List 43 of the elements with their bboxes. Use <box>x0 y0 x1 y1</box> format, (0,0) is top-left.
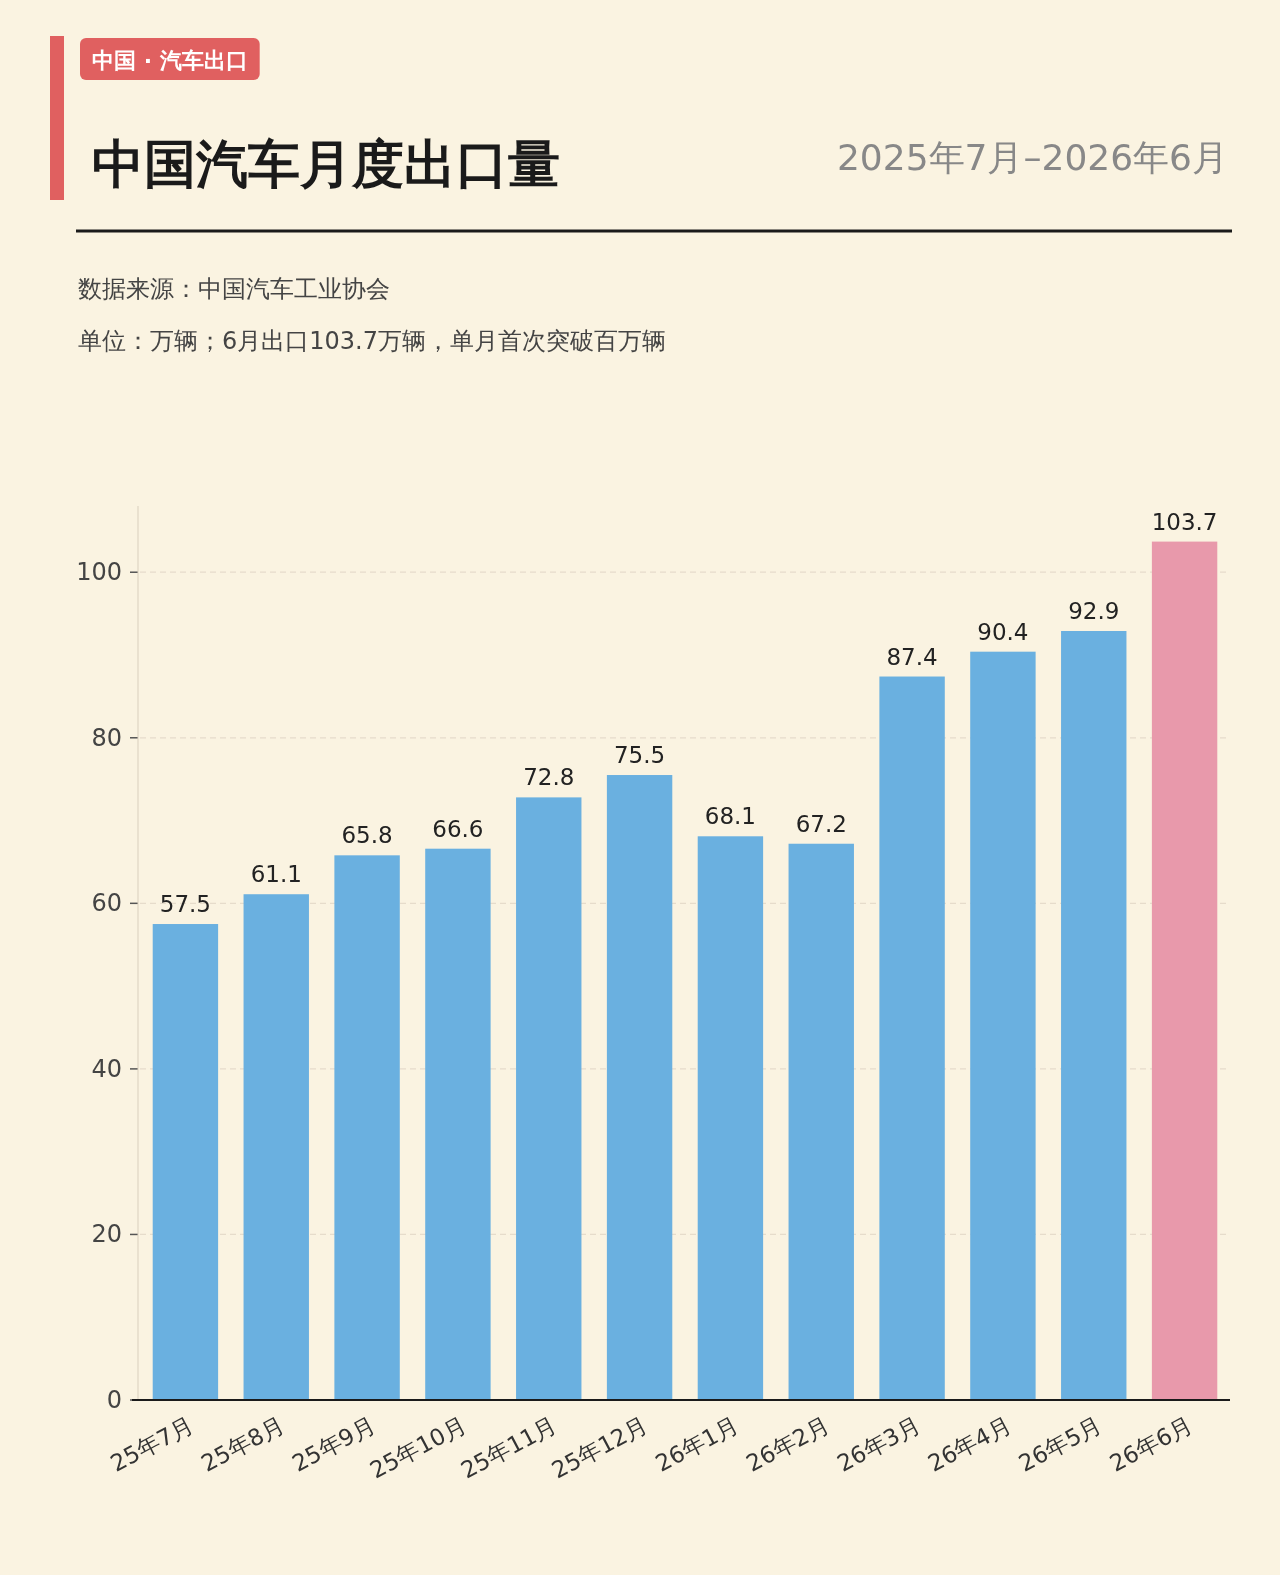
data-label: 87.4 <box>886 643 938 670</box>
bar <box>788 843 854 1400</box>
bar <box>606 775 673 1400</box>
chart-subtitle: 2025年7月–2026年6月 <box>836 137 1228 178</box>
bar <box>334 855 400 1400</box>
bar <box>152 924 219 1400</box>
data-label: 68.1 <box>704 803 757 830</box>
x-tick-label: 26年1月 <box>651 1411 743 1477</box>
data-label: 66.6 <box>432 815 484 842</box>
data-label: 61.1 <box>250 861 302 888</box>
data-label: 67.2 <box>795 810 847 837</box>
data-label: 103.7 <box>1151 508 1218 535</box>
data-label: 72.8 <box>523 764 575 791</box>
x-tick-label: 26年6月 <box>1105 1411 1197 1477</box>
tag: 中国 · 汽车出口 <box>80 38 260 80</box>
data-label: 57.5 <box>159 891 212 918</box>
x-tick-label: 26年2月 <box>742 1411 834 1477</box>
y-tick-label: 40 <box>91 1054 122 1083</box>
y-tick-label: 100 <box>76 558 122 587</box>
data-label: 90.4 <box>977 618 1029 645</box>
source-note: 数据来源：中国汽车工业协会 <box>78 275 390 303</box>
bar <box>425 848 491 1400</box>
bar <box>1061 630 1127 1400</box>
chart-title: 中国汽车月度出口量 <box>92 134 560 194</box>
y-tick-label: 80 <box>91 723 122 752</box>
data-label: 92.9 <box>1068 597 1120 624</box>
y-tick-label: 20 <box>91 1220 122 1249</box>
bar <box>1151 541 1218 1400</box>
x-tick-label: 25年7月 <box>106 1411 198 1477</box>
x-tick-label: 26年4月 <box>923 1411 1016 1477</box>
bar <box>697 836 764 1400</box>
x-tick-label: 26年5月 <box>1014 1411 1107 1477</box>
x-tick-label: 26年3月 <box>832 1411 925 1477</box>
data-label: 65.8 <box>341 822 393 849</box>
x-tick-label: 25年8月 <box>197 1411 289 1477</box>
bar <box>516 797 582 1400</box>
bar <box>970 651 1036 1400</box>
text: 单位：万辆；6月出口103.7万辆，单月首次突破百万辆 <box>78 327 666 355</box>
bar <box>879 676 945 1400</box>
data-label: 75.5 <box>613 742 666 769</box>
y-tick-label: 60 <box>91 889 122 918</box>
bar <box>243 894 309 1400</box>
y-tick-label: 0 <box>106 1386 122 1414</box>
